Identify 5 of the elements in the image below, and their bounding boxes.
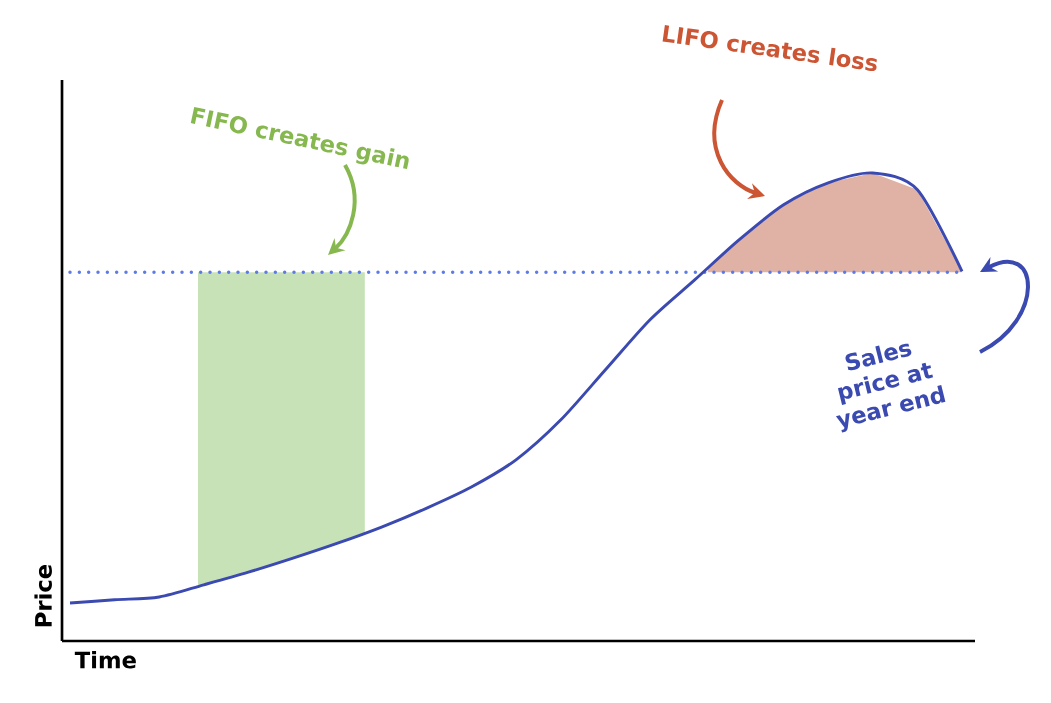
y-axis-title: Price — [34, 564, 52, 627]
text: LIFO creates loss — [662, 25, 877, 72]
x-axis-title: Time — [74, 651, 136, 669]
text: FIFO creates gain — [190, 106, 409, 170]
annotation: Sales price at year end — [835, 343, 946, 433]
